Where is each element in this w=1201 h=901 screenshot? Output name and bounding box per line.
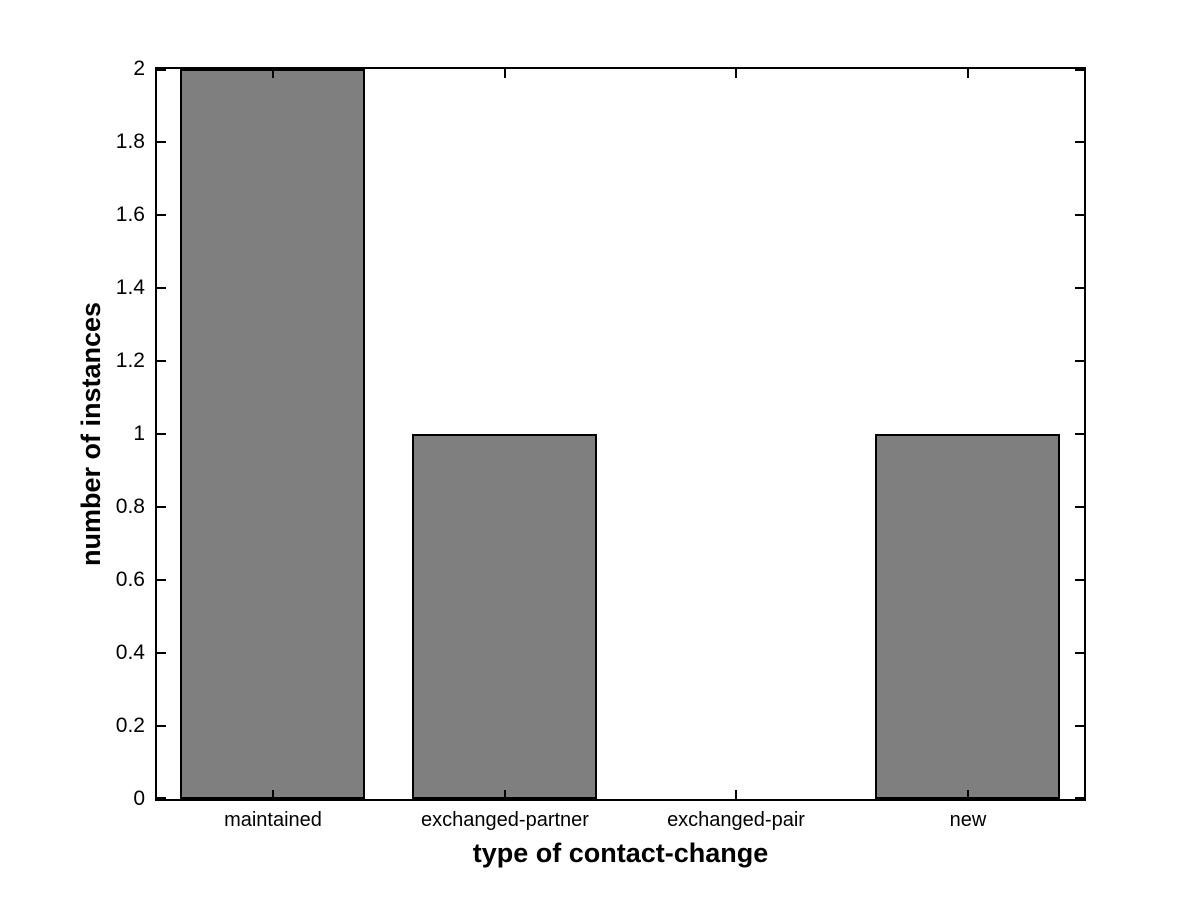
y-tick-mark [1075, 141, 1084, 143]
x-tick-label-new: new [949, 809, 987, 831]
y-tick-mark [1075, 797, 1084, 799]
y-axis-label: number of instances [76, 301, 106, 567]
y-tick-mark [157, 141, 166, 143]
x-tick-mark [735, 790, 737, 799]
x-tick-mark [504, 790, 506, 799]
bar-exchanged-partner [412, 434, 597, 799]
y-tick-mark [1075, 652, 1084, 654]
x-tick-label-exchanged-partner: exchanged-partner [421, 809, 589, 831]
y-tick-label: 0.2 [115, 714, 145, 737]
y-tick-mark [1075, 579, 1084, 581]
y-tick-mark [157, 69, 166, 71]
y-tick-mark [157, 797, 166, 799]
y-tick-label: 1.8 [115, 130, 145, 153]
y-tick-label: 2 [133, 57, 145, 80]
y-tick-label: 1.2 [115, 349, 145, 372]
y-tick-mark [1075, 506, 1084, 508]
x-tick-mark [272, 790, 274, 799]
y-tick-label: 0.8 [115, 495, 145, 518]
x-tick-label-maintained: maintained [224, 809, 322, 831]
y-tick-mark [157, 214, 166, 216]
y-tick-mark [157, 287, 166, 289]
y-tick-mark [157, 433, 166, 435]
y-tick-mark [157, 360, 166, 362]
y-tick-mark [1075, 214, 1084, 216]
x-tick-mark [504, 69, 506, 78]
y-tick-mark [157, 652, 166, 654]
y-tick-mark [157, 725, 166, 727]
bar-new [875, 434, 1060, 799]
y-tick-mark [1075, 360, 1084, 362]
y-tick-mark [1075, 725, 1084, 727]
y-tick-label: 0 [133, 787, 145, 810]
x-tick-label-exchanged-pair: exchanged-pair [667, 809, 805, 831]
y-tick-mark [1075, 287, 1084, 289]
y-tick-mark [157, 506, 166, 508]
y-tick-label: 1 [133, 422, 145, 445]
y-tick-label: 0.6 [115, 568, 145, 591]
y-tick-label: 0.4 [115, 641, 145, 664]
y-tick-label: 1.6 [115, 203, 145, 226]
x-tick-mark [967, 790, 969, 799]
x-tick-mark [967, 69, 969, 78]
y-tick-label: 1.4 [115, 276, 145, 299]
y-tick-mark [1075, 69, 1084, 71]
y-tick-mark [157, 579, 166, 581]
x-axis-label: type of contact-change [472, 838, 769, 868]
x-tick-mark [272, 69, 274, 78]
x-tick-mark [735, 69, 737, 78]
plot-area [155, 67, 1086, 801]
bar-maintained [180, 69, 365, 799]
y-tick-mark [1075, 433, 1084, 435]
